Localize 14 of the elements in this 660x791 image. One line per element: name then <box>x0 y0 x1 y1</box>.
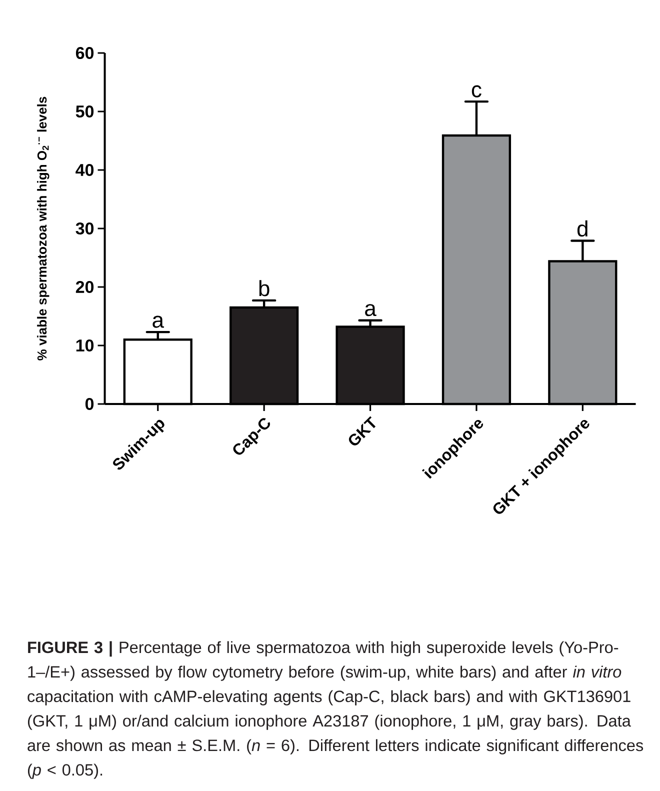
y-tick-label: 50 <box>76 105 94 118</box>
annotation: c <box>472 85 482 98</box>
y-tick-label: 0 <box>86 398 94 410</box>
y-tick-label: 10 <box>76 339 94 352</box>
annotation: a <box>152 316 164 328</box>
annotation: b <box>259 280 270 296</box>
y-axis-title: % viable spermatozoa with high O$_{2}$$^{·−}$ levels <box>37 96 50 360</box>
annotation: a <box>365 304 376 316</box>
annotation: d <box>578 220 588 237</box>
y-tick-label: 60 <box>76 46 94 60</box>
text: FIGURE 3 | Percentage of live spermatozoa with high superoxide levels (Yo-Pro-1–/E+) assessed by flow cytometry before (swim-up, white bars) and after in vitro capacitation with cAMP-elevating agents (Cap-C, black bars) and with GKT136901 (GKT, 1 μM) or/and calcium ionophore A23187 (ionophore, 1 μM, gray bars). Data are shown as mean ± S.E.M. (n = 6). Different letters indicate significant differences (p < 0.05). <box>28 641 644 779</box>
y-tick-label: 20 <box>76 280 94 294</box>
y-tick-label: 30 <box>76 222 94 235</box>
y-tick-label: 40 <box>76 164 94 176</box>
